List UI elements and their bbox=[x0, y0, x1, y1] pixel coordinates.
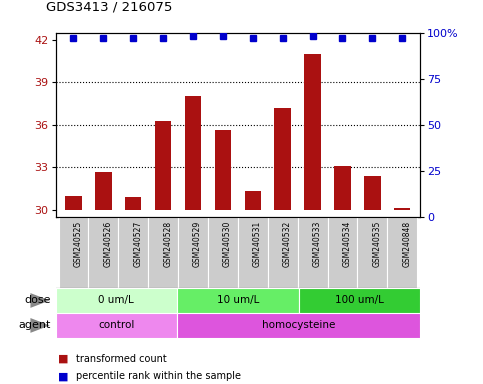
Text: ■: ■ bbox=[58, 354, 69, 364]
Bar bbox=[244, 192, 261, 210]
Text: agent: agent bbox=[18, 320, 51, 331]
Text: 10 um/L: 10 um/L bbox=[217, 295, 259, 306]
Text: control: control bbox=[98, 320, 134, 331]
Text: GSM240534: GSM240534 bbox=[342, 220, 352, 267]
Bar bbox=[327, 217, 357, 288]
Text: GSM240535: GSM240535 bbox=[372, 220, 382, 267]
Bar bbox=[56, 288, 177, 313]
Bar bbox=[304, 54, 321, 210]
Bar bbox=[65, 196, 82, 210]
Bar bbox=[178, 217, 208, 288]
Bar bbox=[298, 217, 327, 288]
Bar bbox=[185, 96, 201, 210]
Bar bbox=[155, 121, 171, 210]
Text: GSM240532: GSM240532 bbox=[283, 220, 292, 267]
Text: ■: ■ bbox=[58, 371, 69, 381]
Text: GSM240848: GSM240848 bbox=[402, 220, 412, 266]
Bar bbox=[387, 217, 417, 288]
Text: GSM240527: GSM240527 bbox=[133, 220, 142, 267]
Bar bbox=[268, 217, 298, 288]
Text: GSM240531: GSM240531 bbox=[253, 220, 262, 267]
Bar bbox=[88, 217, 118, 288]
Polygon shape bbox=[30, 293, 50, 308]
Bar bbox=[208, 217, 238, 288]
Bar bbox=[177, 313, 420, 338]
Bar bbox=[274, 108, 291, 210]
Bar bbox=[58, 217, 88, 288]
Bar bbox=[125, 197, 142, 210]
Bar bbox=[215, 131, 231, 210]
Bar bbox=[148, 217, 178, 288]
Bar bbox=[394, 209, 411, 210]
Text: GSM240529: GSM240529 bbox=[193, 220, 202, 267]
Text: GSM240533: GSM240533 bbox=[313, 220, 322, 267]
Bar bbox=[334, 166, 351, 210]
Text: 100 um/L: 100 um/L bbox=[335, 295, 384, 306]
Text: GSM240526: GSM240526 bbox=[103, 220, 113, 267]
Bar bbox=[95, 172, 112, 210]
Text: GSM240528: GSM240528 bbox=[163, 220, 172, 266]
Bar bbox=[56, 313, 177, 338]
Text: percentile rank within the sample: percentile rank within the sample bbox=[76, 371, 241, 381]
Bar bbox=[177, 288, 298, 313]
Text: GSM240525: GSM240525 bbox=[73, 220, 83, 267]
Bar bbox=[118, 217, 148, 288]
Polygon shape bbox=[30, 318, 50, 333]
Text: GSM240530: GSM240530 bbox=[223, 220, 232, 267]
Bar bbox=[364, 176, 381, 210]
Text: homocysteine: homocysteine bbox=[262, 320, 335, 331]
Text: transformed count: transformed count bbox=[76, 354, 167, 364]
Bar bbox=[357, 217, 387, 288]
Bar bbox=[238, 217, 268, 288]
Text: dose: dose bbox=[24, 295, 51, 306]
Text: GDS3413 / 216075: GDS3413 / 216075 bbox=[46, 0, 172, 13]
Bar bbox=[298, 288, 420, 313]
Text: 0 um/L: 0 um/L bbox=[99, 295, 134, 306]
